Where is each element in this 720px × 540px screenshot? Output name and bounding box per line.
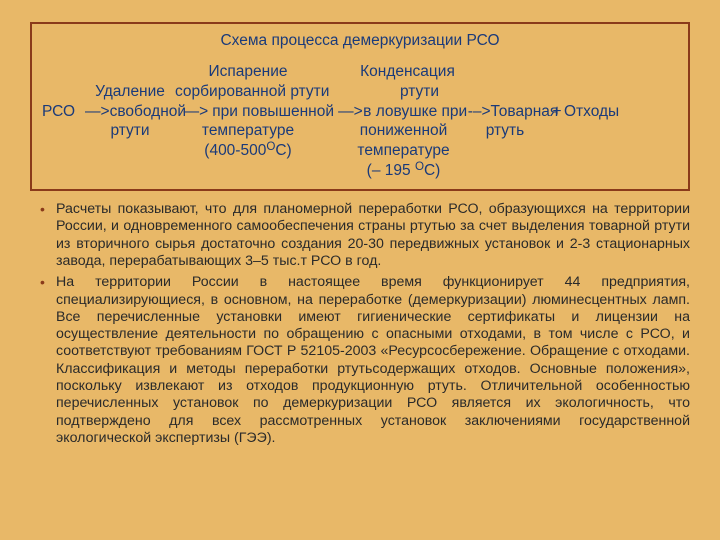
slide: Схема процесса демеркуризации РСО Испаре…: [0, 0, 720, 540]
arrow-2: —>: [184, 102, 209, 122]
stage3-l4: пониженной: [351, 121, 456, 141]
stage2-l3: при повышенной: [208, 102, 338, 122]
arrow-3: —>: [338, 102, 363, 122]
stage5: Отходы: [562, 102, 622, 122]
stage4-l1: Товарная: [491, 102, 553, 122]
stage2-l4: температуре: [175, 121, 321, 141]
stage3-l6: (– 195 ОС): [351, 161, 456, 181]
list-item: Расчеты показывают, что для планомерной …: [56, 201, 690, 270]
plus: +: [553, 102, 562, 122]
stage4-l2: ртуть: [470, 121, 540, 141]
stage3-l5: температуре: [351, 141, 456, 161]
flow-start: РСО: [42, 102, 85, 122]
stage3-l3: в ловушке при: [363, 102, 468, 122]
scheme-flow: Испарение Конденсация Удаление сорбирова…: [42, 62, 678, 181]
stage3-l1: Конденсация: [355, 62, 460, 82]
stage2-l1: Испарение: [175, 62, 321, 82]
scheme-box: Схема процесса демеркуризации РСО Испаре…: [30, 22, 690, 191]
stage2-l5: (400-500ОС): [175, 141, 321, 161]
stage3-l2: ртути: [355, 82, 472, 102]
list-item: На территории России в настоящее время ф…: [56, 274, 690, 447]
arrow-1: —>: [85, 102, 110, 122]
scheme-title: Схема процесса демеркуризации РСО: [42, 32, 678, 50]
stage1-l2: свободной: [110, 102, 184, 122]
bullet-list: Расчеты показывают, что для планомерной …: [30, 201, 690, 447]
stage1-l3: ртути: [85, 121, 175, 141]
stage2-l2: сорбированной ртути: [175, 82, 321, 102]
stage1-l1: Удаление: [85, 82, 175, 102]
arrow-4: -–>: [468, 102, 491, 122]
